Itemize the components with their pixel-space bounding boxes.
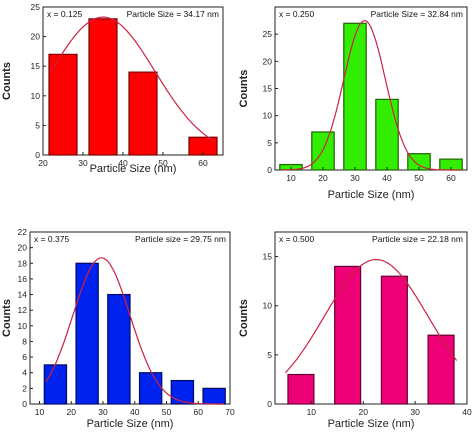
y-tick-label: 10	[18, 321, 28, 331]
x-tick-label: 30	[98, 407, 108, 417]
y-tick-label: 0	[22, 399, 27, 409]
bar	[170, 379, 195, 405]
x-tick-label: 50	[414, 173, 424, 183]
y-axis-label: Counts	[1, 62, 13, 100]
y-tick-label: 20	[18, 243, 28, 253]
bar	[287, 373, 315, 405]
x-axis-label: Particle Size (nm)	[90, 163, 177, 175]
y-tick-label: 10	[263, 111, 273, 121]
x-tick-label: 10	[286, 173, 296, 183]
particle-size-label: Particle Size = 34.17 nm	[127, 9, 219, 19]
x-tick-label: 40	[130, 407, 140, 417]
y-tick-label: 20	[263, 56, 273, 66]
y-tick-label: 15	[31, 61, 41, 71]
bar	[138, 372, 163, 405]
bar	[202, 387, 226, 405]
x-tick-label: 60	[194, 407, 204, 417]
y-tick-label: 10	[31, 91, 41, 101]
bar	[88, 18, 118, 156]
x-tick-label: 60	[198, 158, 208, 168]
y-tick-label: 14	[18, 290, 28, 300]
particle-size-label: Particle Size = 32.84 nm	[371, 9, 463, 19]
x-axis-label: Particle Size (nm)	[328, 418, 415, 430]
x-tick-label: 10	[307, 407, 317, 417]
panel-bottom-right: 10 20 30 40 0 5 10 15 x = 0.500 Particle size = 2…	[238, 231, 472, 430]
bar	[380, 275, 408, 405]
x-tick-label: 40	[118, 158, 128, 168]
bar	[343, 22, 367, 171]
bar	[375, 98, 399, 171]
y-axis-label: Counts	[1, 299, 13, 337]
x-tick-label: 20	[38, 158, 48, 168]
composition-label: x = 0.375	[34, 234, 69, 244]
y-axis-label: Counts	[238, 70, 250, 108]
y-tick-label: 15	[263, 252, 273, 262]
y-tick-label: 0	[35, 150, 40, 160]
x-tick-label: 60	[446, 173, 456, 183]
x-tick-label: 30	[350, 173, 360, 183]
y-tick-label: 5	[267, 138, 272, 148]
x-tick-label: 10	[35, 407, 45, 417]
fit-curve	[45, 257, 224, 405]
x-tick-label: 40	[382, 173, 392, 183]
bar	[107, 293, 131, 405]
y-tick-label: 4	[22, 368, 27, 378]
x-tick-label: 30	[410, 407, 420, 417]
composition-label: x = 0.250	[279, 9, 314, 19]
bar	[48, 53, 78, 156]
x-tick-label: 50	[158, 158, 168, 168]
bar	[427, 334, 455, 405]
y-tick-label: 20	[31, 32, 41, 42]
y-tick-label: 0	[267, 399, 272, 409]
x-axis-label: Particle Size (nm)	[328, 189, 415, 201]
y-tick-label: 0	[267, 165, 272, 175]
fit-curve	[281, 19, 461, 171]
y-tick-label: 12	[18, 305, 28, 315]
bar	[75, 262, 99, 405]
x-tick-label: 50	[162, 407, 172, 417]
plot-frame	[274, 6, 468, 171]
x-axis-label: Particle Size (nm)	[87, 418, 174, 430]
composition-label: x = 0.125	[47, 9, 82, 19]
panel-top-right: 10 20 30 40 50 60 0 5 10 15 20 25 x = 0.250 Particle …	[238, 6, 468, 201]
y-tick-label: 22	[18, 227, 28, 237]
bar	[43, 364, 68, 405]
x-tick-label: 40	[462, 407, 472, 417]
y-axis-label: Counts	[238, 299, 250, 337]
particle-size-label: Particle size = 29.75 nm	[135, 234, 226, 244]
x-tick-label: 20	[67, 407, 77, 417]
bar	[334, 265, 362, 405]
x-tick-label: 30	[78, 158, 88, 168]
y-tick-label: 18	[18, 258, 28, 268]
y-tick-label: 5	[35, 120, 40, 130]
y-tick-label: 25	[263, 29, 273, 39]
panel-bottom-left: 10 20 30 40 50 60 70 0 2 4 6 8 10 12 14 16 18 20 22 x = 0.3…	[1, 227, 235, 430]
x-tick-label: 20	[358, 407, 368, 417]
particle-size-label: Particle size = 22.18 nm	[372, 234, 463, 244]
y-tick-label: 8	[22, 336, 27, 346]
x-tick-label: 20	[318, 173, 328, 183]
y-tick-label: 10	[263, 301, 273, 311]
composition-label: x = 0.500	[279, 234, 314, 244]
panel-top-left: 20 30 40 50 60 0 5 10 15 20 25 x = 0.125 Particle Si…	[1, 2, 224, 175]
y-tick-label: 2	[22, 383, 27, 393]
fit-curve	[284, 258, 458, 374]
fit-curve	[50, 16, 216, 142]
x-tick-label: 70	[225, 407, 235, 417]
y-tick-label: 6	[22, 352, 27, 362]
y-tick-label: 5	[267, 350, 272, 360]
y-tick-label: 16	[18, 274, 28, 284]
y-tick-label: 15	[263, 84, 273, 94]
bar	[128, 71, 158, 156]
y-tick-label: 25	[31, 2, 41, 12]
